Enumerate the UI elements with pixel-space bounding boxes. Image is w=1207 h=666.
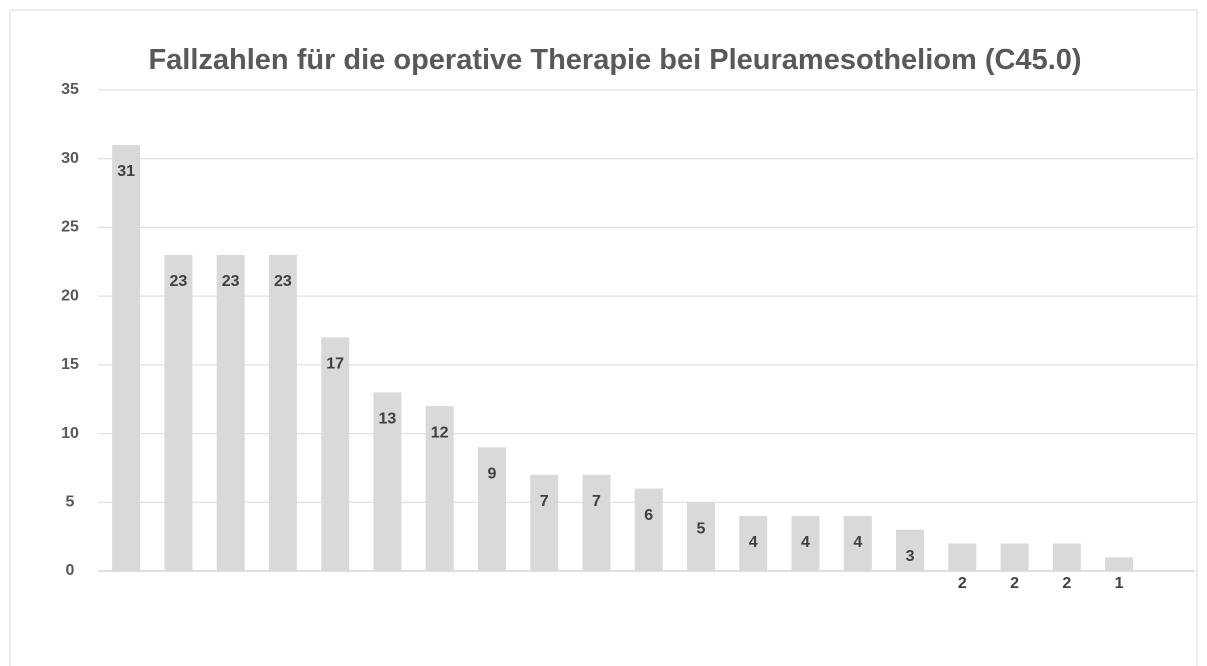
y-tick-label: 5 [66,494,75,511]
bar [739,516,768,571]
bar [425,406,454,571]
bar [477,447,506,571]
bar [582,474,611,571]
bar [948,543,977,571]
chart-title: Fallzahlen für die operative Therapie be… [148,44,1082,76]
bar [1052,543,1081,571]
bar [321,337,350,571]
y-tick-label: 35 [61,81,79,98]
data-label: 31 [117,163,135,180]
y-tick-label: 15 [61,356,79,373]
data-label: 1 [1115,575,1124,592]
data-label: 4 [749,534,758,551]
bar [686,502,715,571]
chart-frame [9,9,1198,666]
data-label: 5 [697,521,706,538]
bar [1000,543,1029,571]
data-label: 2 [1010,575,1019,592]
bar [896,529,925,571]
data-label: 13 [379,411,397,428]
data-label: 2 [1062,575,1071,592]
data-label: 4 [801,534,810,551]
bar [112,144,141,571]
y-tick-label: 25 [61,219,79,236]
bar [843,516,872,571]
data-label: 3 [906,548,915,565]
data-label: 12 [431,424,449,441]
data-label: 2 [958,575,967,592]
bar [268,254,297,571]
data-label: 7 [540,493,549,510]
data-label: 23 [169,273,187,290]
data-label: 6 [644,507,653,524]
bar [634,488,663,571]
data-label: 9 [487,466,496,483]
data-label: 17 [326,356,344,373]
data-label: 4 [853,534,862,551]
y-tick-label: 0 [66,562,75,579]
bar [373,392,402,571]
bar [216,254,245,571]
y-tick-label: 10 [61,425,79,442]
bar [1105,557,1134,571]
y-tick-label: 20 [61,287,79,304]
bar [530,474,559,571]
data-label: 23 [274,273,292,290]
data-label: 7 [592,493,601,510]
y-tick-label: 30 [61,150,79,167]
bar [164,254,193,571]
bar [791,516,820,571]
data-label: 23 [222,273,240,290]
